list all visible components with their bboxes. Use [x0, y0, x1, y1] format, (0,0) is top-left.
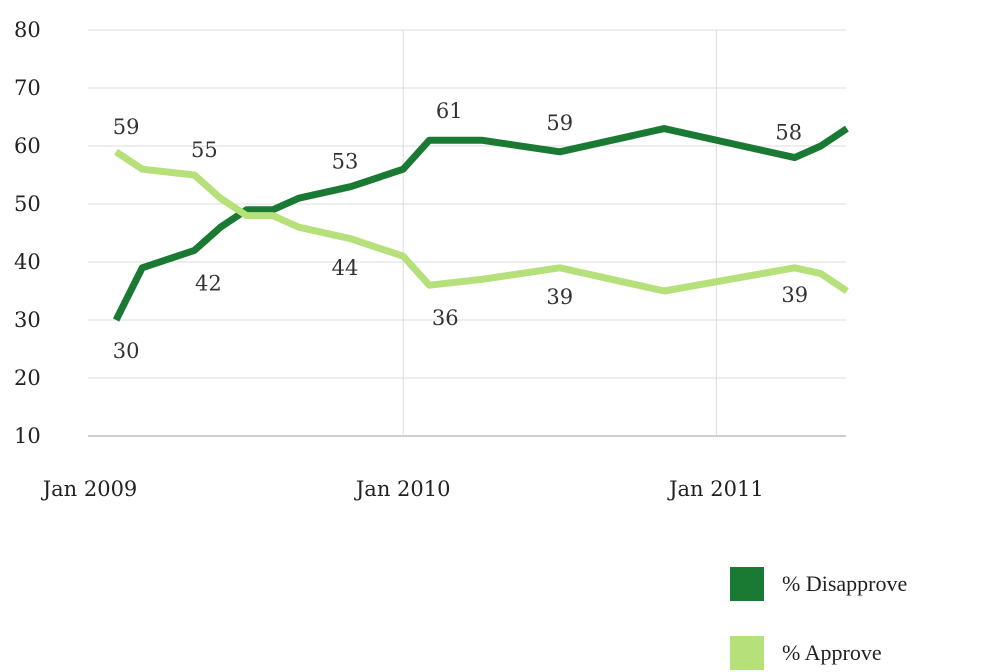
legend-item-disapprove: % Disapprove: [730, 567, 907, 601]
data-label-approve: 55: [191, 138, 218, 162]
data-label-approve: 36: [432, 306, 459, 330]
legend-label-approve: % Approve: [782, 640, 882, 665]
y-axis-ticks: 10 20 30 40 50 60 70 80: [14, 18, 41, 448]
chart-grid: [88, 29, 846, 437]
data-label-disapprove: 30: [113, 339, 140, 363]
y-tick-label: 10: [14, 424, 41, 448]
data-label-approve: 59: [113, 115, 140, 139]
y-tick-label: 50: [14, 192, 41, 216]
x-tick-label: Jan 2011: [667, 477, 764, 501]
data-label-approve: 39: [781, 283, 808, 307]
data-label-disapprove: 42: [195, 271, 222, 295]
data-label-disapprove: 53: [332, 150, 359, 174]
series-line-disapprove: [112, 125, 849, 322]
data-label-approve: 39: [546, 285, 573, 309]
y-tick-label: 80: [14, 18, 41, 42]
y-tick-label: 60: [14, 134, 41, 158]
legend-item-approve: % Approve: [730, 636, 882, 670]
y-tick-label: 70: [14, 76, 41, 100]
series-lines: [112, 125, 849, 322]
y-tick-label: 30: [14, 308, 41, 332]
y-tick-label: 20: [14, 366, 41, 390]
x-tick-label: Jan 2010: [354, 477, 451, 501]
data-label-approve: 44: [332, 256, 359, 280]
y-tick-label: 40: [14, 250, 41, 274]
data-label-disapprove: 58: [775, 121, 802, 145]
x-tick-label: Jan 2009: [41, 477, 138, 501]
x-axis-ticks: Jan 2009 Jan 2010 Jan 2011: [41, 477, 764, 501]
data-labels: 30 42 53 61 59 58 59 55 44 36 39 39: [113, 99, 808, 363]
legend-label-disapprove: % Disapprove: [782, 571, 908, 596]
series-line-approve: [114, 148, 849, 295]
data-label-disapprove: 59: [546, 111, 573, 135]
legend-swatch-disapprove: [730, 567, 764, 601]
legend-swatch-approve: [730, 636, 764, 670]
data-label-disapprove: 61: [436, 99, 463, 123]
